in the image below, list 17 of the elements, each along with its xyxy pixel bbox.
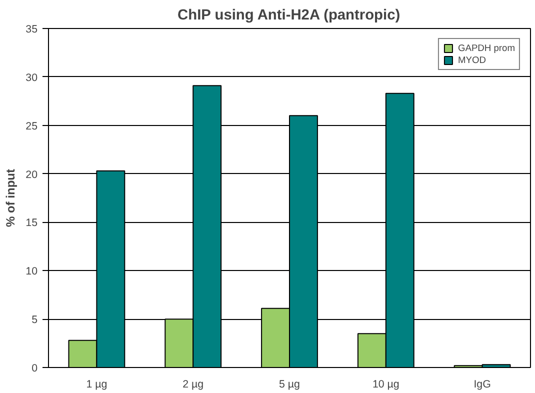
y-axis-title: % of input [4, 169, 18, 227]
x-tick-label: 5 µg [279, 378, 300, 390]
y-tick-label: 35 [26, 24, 38, 36]
y-tick-label: 5 [32, 314, 38, 326]
x-tick-label: IgG [474, 378, 491, 390]
y-tick-label: 0 [32, 362, 38, 374]
y-tick-label: 30 [26, 72, 38, 84]
y-tick-label: 15 [26, 217, 38, 230]
x-tick-label: 2 µg [182, 378, 204, 390]
x-tick-label: 10 µg [372, 378, 400, 390]
legend-label: GAPDH prom [458, 43, 515, 53]
y-tick-label: 20 [26, 168, 38, 181]
legend-label: MYOD [458, 55, 486, 65]
y-tick-label: 25 [26, 120, 38, 132]
y-tick-label: 10 [26, 266, 38, 278]
x-tick-label: 1 µg [86, 378, 108, 390]
chart-title: ChIP using Anti-H2A (pantropic) [178, 8, 400, 24]
